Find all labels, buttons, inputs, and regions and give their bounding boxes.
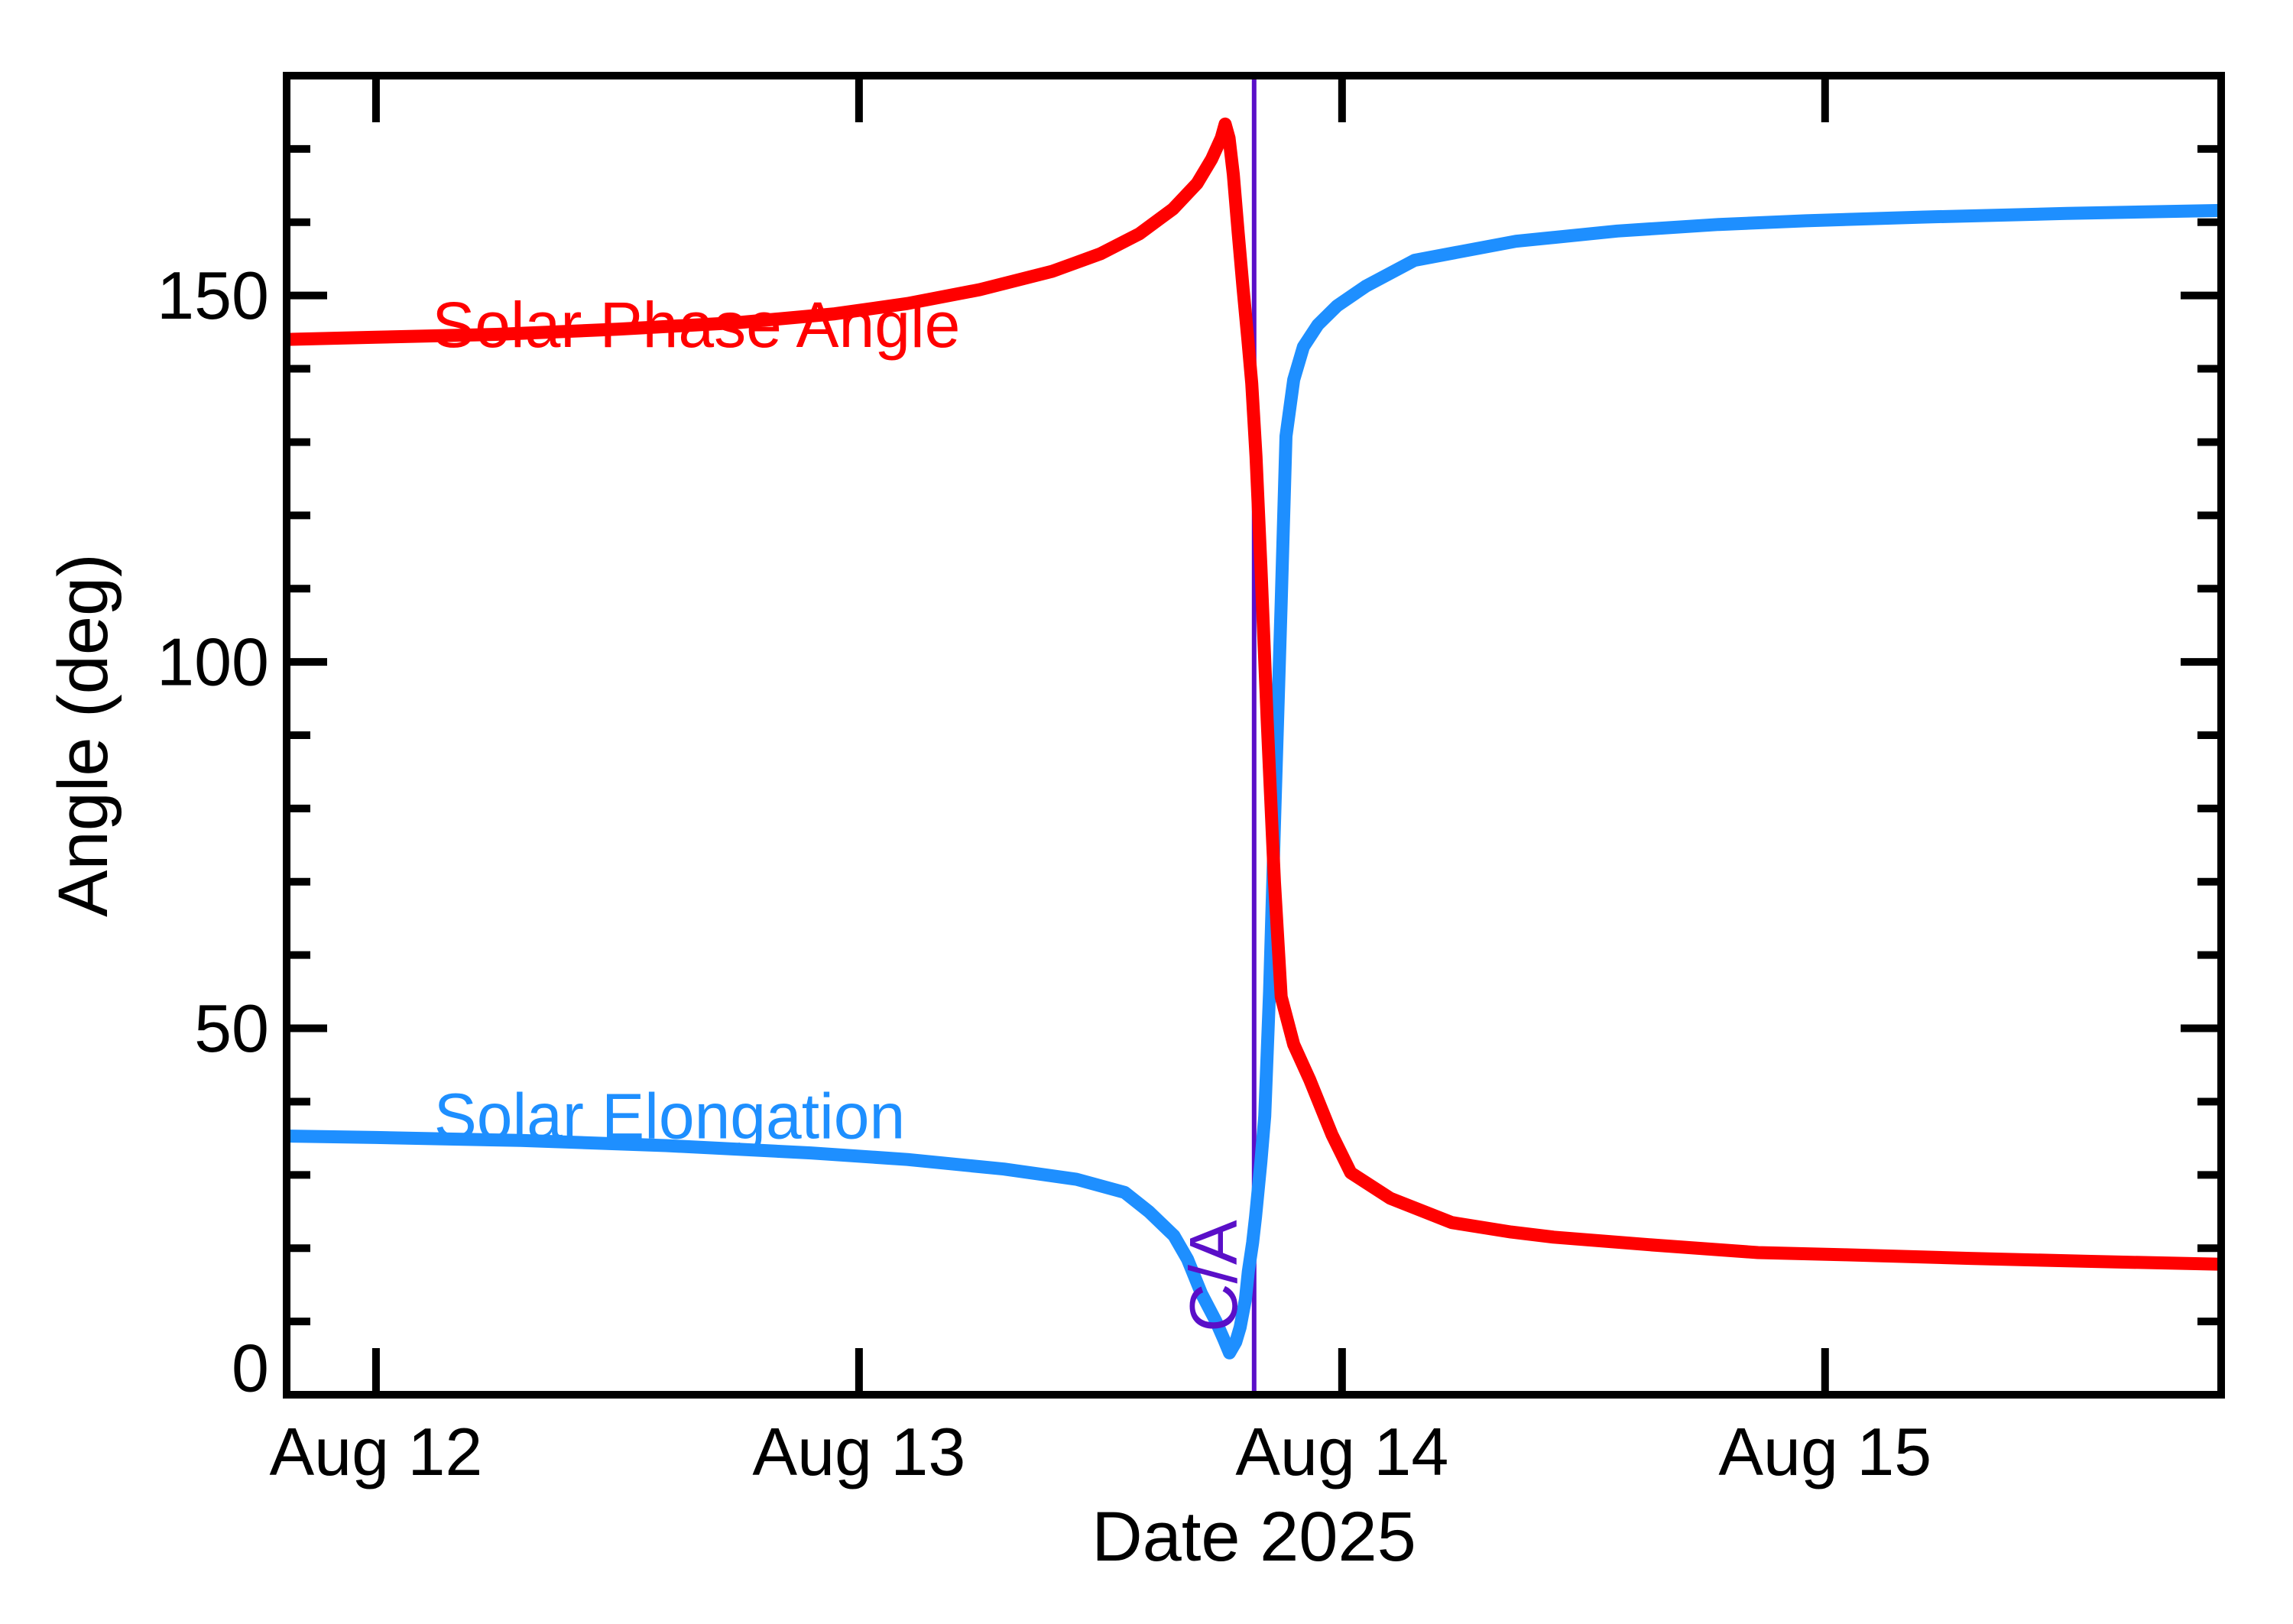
x-axis-title: Date 2025 — [1091, 1498, 1416, 1576]
x-tick-label-aug-12: Aug 12 — [269, 1414, 482, 1489]
solar-phase-angle-label: Solar Phase Angle — [432, 289, 960, 361]
curves — [287, 117, 2221, 1360]
y-axis-title: Angle (deg) — [44, 553, 122, 917]
solar-phase-angle-curve — [287, 117, 2221, 1271]
x-tick-label-aug-13: Aug 13 — [752, 1414, 965, 1489]
plot-frame — [283, 72, 2225, 1399]
y-tick-label-150: 150 — [157, 258, 269, 333]
y-tick-label-100: 100 — [157, 624, 269, 700]
solar-elongation-curve — [287, 203, 2221, 1360]
x-tick-label-aug-15: Aug 15 — [1718, 1414, 1931, 1489]
y-tick-label-50: 50 — [194, 990, 269, 1066]
close-approach-label: C/A — [1176, 1220, 1251, 1332]
axis-ticks — [290, 79, 2217, 1391]
y-tick-label-0: 0 — [232, 1331, 269, 1406]
x-tick-label-aug-14: Aug 14 — [1235, 1414, 1448, 1489]
solar-elongation-label: Solar Elongation — [434, 1080, 905, 1152]
